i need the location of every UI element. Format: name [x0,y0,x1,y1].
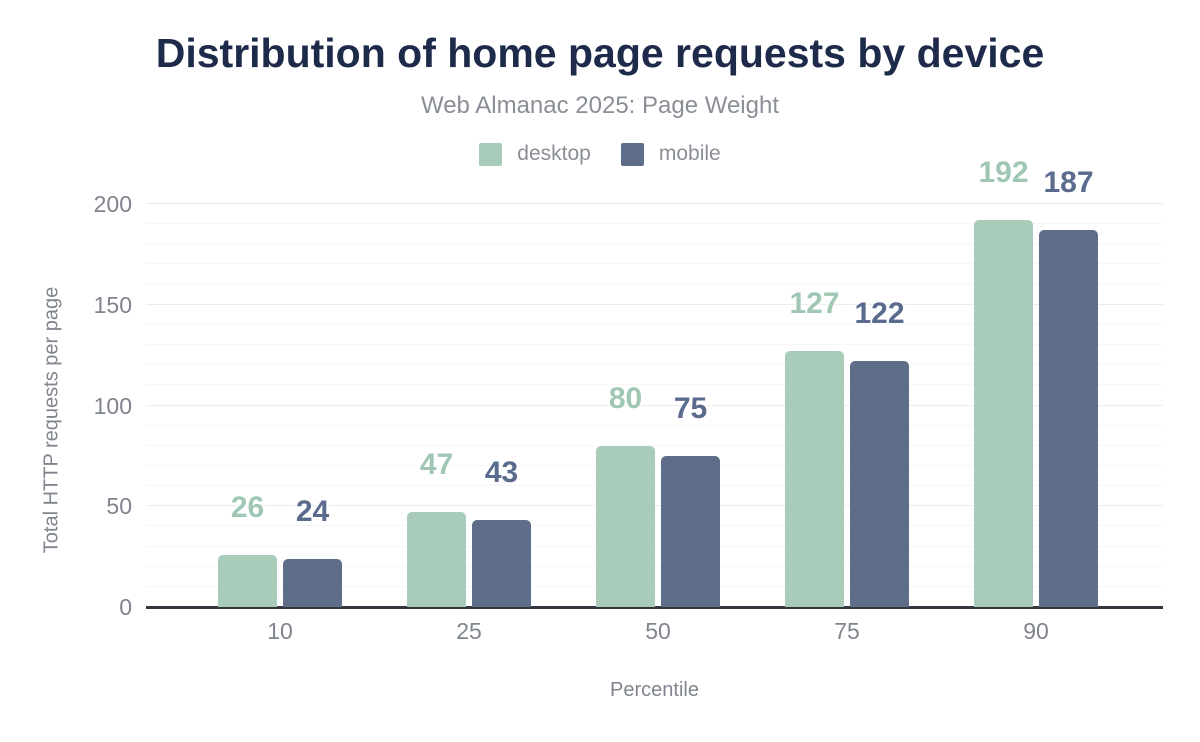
plot-area: 26 24 10 47 43 25 80 75 50 127 122 75 192 187 90 [146,156,1163,644]
bar-mobile-p50[interactable] [661,455,720,607]
legend-label-mobile: mobile [658,142,721,165]
chart-title: Distribution of home page requests by de… [155,30,1045,76]
bar-value-desktop-p75: 127 [789,287,840,321]
bar-desktop-p25[interactable] [407,512,466,607]
legend-swatch-desktop [479,142,503,166]
x-tick-label: 10 [267,618,293,644]
bar-mobile-p90[interactable] [1039,230,1098,607]
x-axis-title: Percentile [610,679,699,701]
bar-desktop-p90[interactable] [974,220,1033,607]
x-axis-line [146,606,1163,609]
gridline [146,364,1163,366]
gridline [146,424,1163,426]
bar-mobile-p10[interactable] [283,558,342,607]
bar-value-mobile-p10: 24 [295,494,330,528]
bar-value-desktop-p10: 26 [230,490,265,524]
legend-label-desktop: desktop [517,142,591,165]
gridline [146,243,1163,245]
bar-value-mobile-p50: 75 [673,391,708,425]
gridline [146,444,1163,446]
y-tick-label: 0 [119,594,132,620]
y-tick-label: 100 [93,392,132,419]
legend-item-mobile[interactable]: mobile [620,142,721,166]
gridline [146,404,1163,406]
bar-mobile-p25[interactable] [472,520,531,607]
x-tick-label: 25 [456,618,482,644]
y-tick-label: 50 [106,493,132,520]
gridline [146,384,1163,386]
bar-value-desktop-p90: 192 [978,156,1029,190]
bar-value-desktop-p25: 47 [419,448,454,482]
bar-value-mobile-p75: 122 [854,297,905,331]
legend-swatch-mobile [620,142,644,166]
y-tick-label: 200 [93,191,132,217]
x-tick-label: 75 [834,618,860,644]
bar-value-mobile-p90: 187 [1043,166,1094,200]
x-tick-label: 90 [1023,618,1049,644]
bar-desktop-p50[interactable] [596,445,655,607]
gridline [146,223,1163,225]
bar-desktop-p10[interactable] [218,554,277,607]
legend: desktop mobile [0,142,1200,166]
gridline [146,344,1163,346]
legend-item-desktop[interactable]: desktop [479,142,591,166]
y-tick-label: 150 [93,291,132,318]
gridline [146,303,1163,305]
gridline [146,323,1163,325]
gridline [146,203,1163,204]
bar-value-desktop-p50: 80 [608,381,643,415]
chart-subtitle: Web Almanac 2025: Page Weight [420,92,779,119]
x-tick-label: 50 [645,618,671,644]
bar-value-mobile-p25: 43 [484,456,519,490]
gridline [146,283,1163,285]
bar-desktop-p75[interactable] [785,351,844,607]
gridline [146,263,1163,265]
bar-mobile-p75[interactable] [850,361,909,607]
